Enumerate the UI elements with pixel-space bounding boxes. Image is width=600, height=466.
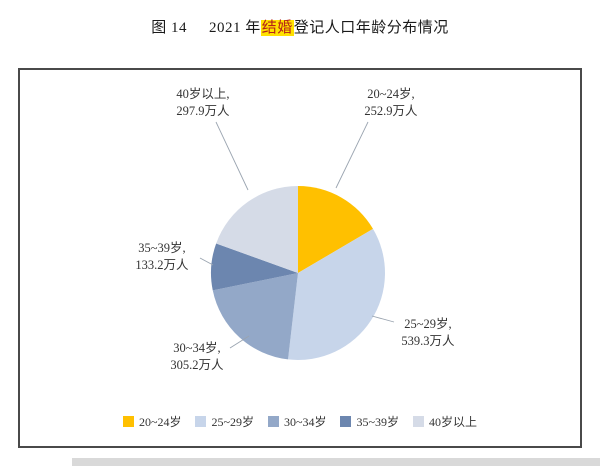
legend-swatch-2 <box>195 416 207 427</box>
pie-slice-5 <box>216 186 298 273</box>
legend-label-1: 20~24岁 <box>138 415 182 429</box>
figure-title-suffix: 登记人口年龄分布情况 <box>293 20 449 36</box>
slice-label-2: 25~29岁, 539.3万人 <box>401 316 455 348</box>
slice-label-5: 40岁以上, 297.9万人 <box>176 86 230 118</box>
chart-frame: 20~24岁, 252.9万人 25~29岁, 539.3万人 30~34岁, 305.2… <box>18 68 582 448</box>
legend-label-4: 35~39岁 <box>356 415 399 429</box>
legend-swatch-1 <box>122 416 134 427</box>
chart-legend: 20~24岁 25~29岁 30~34岁 35~39岁 40岁以上 <box>20 413 580 430</box>
leader-line-5 <box>215 121 249 191</box>
legend-swatch-5 <box>412 416 424 427</box>
legend-item-5: 40岁以上 <box>412 413 477 430</box>
legend-item-3: 30~34岁 <box>267 413 327 430</box>
slice-label-3: 30~34岁, 305.2万人 <box>170 340 224 372</box>
figure-title: 图 14 2021 年结婚登记人口年龄分布情况 <box>0 16 600 37</box>
legend-swatch-4 <box>340 416 352 427</box>
title-highlight: 结婚 <box>260 20 294 36</box>
slice-label-4: 35~39岁, 133.2万人 <box>135 240 189 272</box>
leader-line-2 <box>371 315 395 323</box>
legend-item-2: 25~29岁 <box>195 413 254 430</box>
legend-swatch-3 <box>267 416 279 427</box>
figure-title-pre: 2021 年 <box>208 20 261 36</box>
pie-chart: 20~24岁, 252.9万人 25~29岁, 539.3万人 30~34岁, 305.2… <box>135 86 455 372</box>
legend-label-5: 40岁以上 <box>428 415 477 429</box>
leader-line-4 <box>199 257 214 266</box>
pie-slice-4 <box>211 243 298 291</box>
legend-label-3: 30~34岁 <box>283 415 327 429</box>
leader-line-1 <box>335 121 369 189</box>
figure-number: 图 14 <box>151 20 187 36</box>
legend-label-2: 25~29岁 <box>211 415 254 429</box>
page-bottom-strip <box>72 458 600 466</box>
legend-item-1: 20~24岁 <box>122 413 182 430</box>
pie-slice-3 <box>212 273 298 360</box>
leader-line-3 <box>229 335 250 349</box>
legend-item-4: 35~39岁 <box>340 413 399 430</box>
slice-label-1: 20~24岁, 252.9万人 <box>364 86 418 118</box>
pie-slice-1 <box>298 186 374 273</box>
pie-slice-2 <box>288 228 385 361</box>
